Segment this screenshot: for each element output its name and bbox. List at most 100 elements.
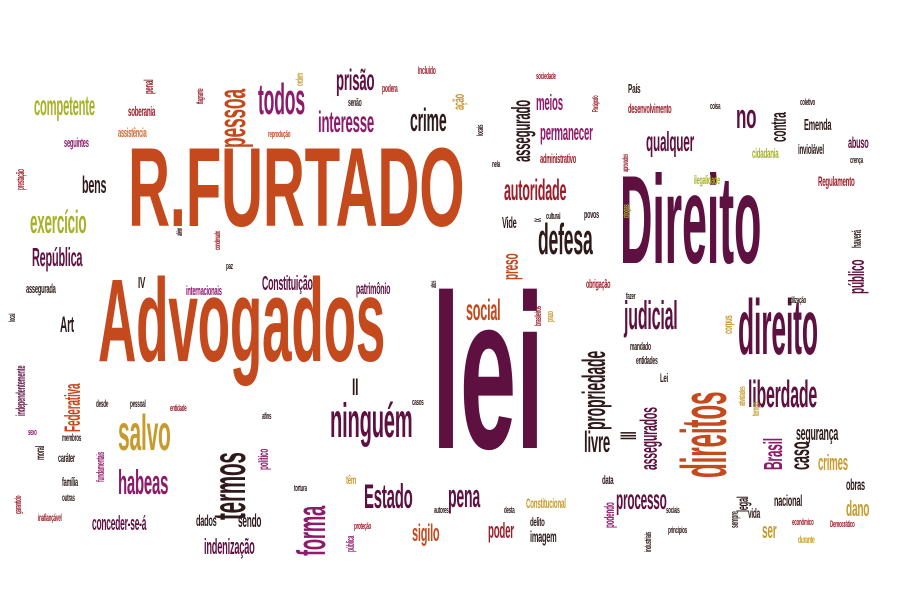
word-prisao: prisão <box>336 64 375 97</box>
word-nacional: nacional <box>774 493 803 510</box>
word-caso: caso <box>784 441 815 470</box>
word-prestacao: prestação <box>15 169 27 190</box>
word-vida: vida <box>748 505 760 521</box>
word-seguintes: seguintes <box>64 135 89 150</box>
word-pena: pena <box>448 478 480 514</box>
word-dano: dano <box>846 496 870 521</box>
word-coisa: coisa <box>710 101 721 111</box>
word-bens: bens <box>82 172 107 199</box>
word-crenca: crença <box>850 155 864 165</box>
word-federativa: Federativa <box>60 383 85 432</box>
word-atividades: atividades <box>737 386 747 406</box>
word-desenvolvimento: desenvolvimento <box>628 101 672 116</box>
word-sociais: sociais <box>666 505 680 515</box>
word-seguranca: segurança <box>796 423 839 445</box>
word-contra: contra <box>766 112 791 142</box>
word-desde: desde <box>96 399 109 410</box>
word-tem: têm <box>346 473 356 487</box>
word-salvo: salvo <box>118 405 171 461</box>
word-preso: preso <box>498 253 523 280</box>
word-vide: Vide <box>502 215 517 232</box>
word-corpus: corpus <box>721 315 735 334</box>
word-exercicio: exercício <box>30 204 87 240</box>
word-fundamentais: fundamentais <box>95 451 107 482</box>
word-competente: competente <box>34 90 95 121</box>
word-republica: República <box>32 242 83 272</box>
word-pessoa: pessoa <box>212 89 254 148</box>
word-interesse: interesse <box>318 106 374 139</box>
word-obrigacao: obrigação <box>586 277 611 291</box>
word-iii: III <box>616 431 641 440</box>
word-casos: casos <box>412 397 424 407</box>
word-conceder-se-a: conceder-se-á <box>92 513 147 535</box>
word-coletivo: coletivo <box>800 97 816 107</box>
word-cultural: cultural <box>546 211 561 221</box>
word-no: no <box>736 98 757 136</box>
word-pessoal: pessoal <box>130 399 146 410</box>
word-carater: caráter <box>58 451 75 465</box>
word-prazo: prazo <box>545 311 555 322</box>
word-crime: crime <box>410 102 447 138</box>
word-tempo: tempo <box>751 402 762 416</box>
word-mandado: mandado <box>630 341 651 353</box>
word-podera: podera <box>382 83 398 95</box>
word-publico: público <box>844 259 869 294</box>
word-todos: todos <box>258 75 305 124</box>
word-dados: dados <box>196 513 217 530</box>
word-assegurada: assegurada <box>26 281 56 296</box>
word-politico: político <box>255 448 271 470</box>
word-meios: meios <box>536 90 563 115</box>
word-locais: locais <box>475 124 485 136</box>
word-flagrante: flagrante <box>195 88 205 104</box>
word-obras: obras <box>846 477 865 494</box>
word-pais: País <box>628 81 641 96</box>
word-penal: penal <box>141 79 156 94</box>
word-social: social <box>466 294 501 327</box>
word-entidade: entidade <box>170 403 187 413</box>
word-forma: forma <box>290 506 334 556</box>
word-habeas: habeas <box>118 464 169 502</box>
word-democratico: Democrático <box>830 519 855 529</box>
word-economico: econômico <box>792 517 814 527</box>
word-sociedade: sociedade <box>536 71 556 81</box>
word-poder: poder <box>488 518 514 543</box>
word-ii: II <box>352 374 359 401</box>
word-local: local <box>7 313 17 322</box>
word-data: data <box>602 473 614 487</box>
word-ordem: ordem <box>295 73 306 86</box>
word-sempre: sempre <box>729 511 741 528</box>
word-soberania: soberania <box>128 103 156 119</box>
word-regulamento: Regulamento <box>818 173 855 189</box>
word-inviolavel: inviolável <box>798 141 824 157</box>
word-lei-small: Lei <box>660 371 668 385</box>
word-brasil: Brasil <box>758 438 788 470</box>
word-constituicao: Constituição <box>262 273 313 295</box>
word-liberdade: liberdade <box>748 374 818 416</box>
word-garantido: garantido <box>13 495 23 514</box>
word-senao: senão <box>348 97 362 109</box>
word-direitos: direitos <box>668 391 740 478</box>
word-autores: autores <box>434 505 449 515</box>
word-inafiancavel: inafiançável <box>38 513 62 524</box>
word-acao: ação <box>451 94 468 110</box>
word-constitucional: Constitucional <box>526 495 566 511</box>
word-ilegalidade: ilegalidade <box>694 173 721 187</box>
word-afins: afins <box>262 411 272 421</box>
word-havera: haverá <box>849 230 864 248</box>
word-independentemente: independentemente <box>13 365 28 416</box>
word-cidadania: cidadania <box>752 145 779 161</box>
word-patrimonio: patrimônio <box>356 281 391 298</box>
word-sigilo: sigilo <box>412 520 440 547</box>
word-brasileiros: brasileiros <box>533 305 543 326</box>
word-condenado: condenado <box>213 230 222 250</box>
word-imagem: imagem <box>530 529 557 546</box>
word-permanecer: permanecer <box>540 120 593 145</box>
word-autoridade: autoridade <box>504 174 567 207</box>
word-membros: membros <box>62 433 82 444</box>
word-propriedade: propriedade <box>576 351 612 430</box>
word-tortura: tortura <box>294 483 307 493</box>
word-povos: povos <box>584 209 599 221</box>
word-utilizacao: utilização <box>788 295 807 305</box>
word-livre: livre <box>584 426 611 459</box>
word-drogas: drogas <box>621 204 631 218</box>
